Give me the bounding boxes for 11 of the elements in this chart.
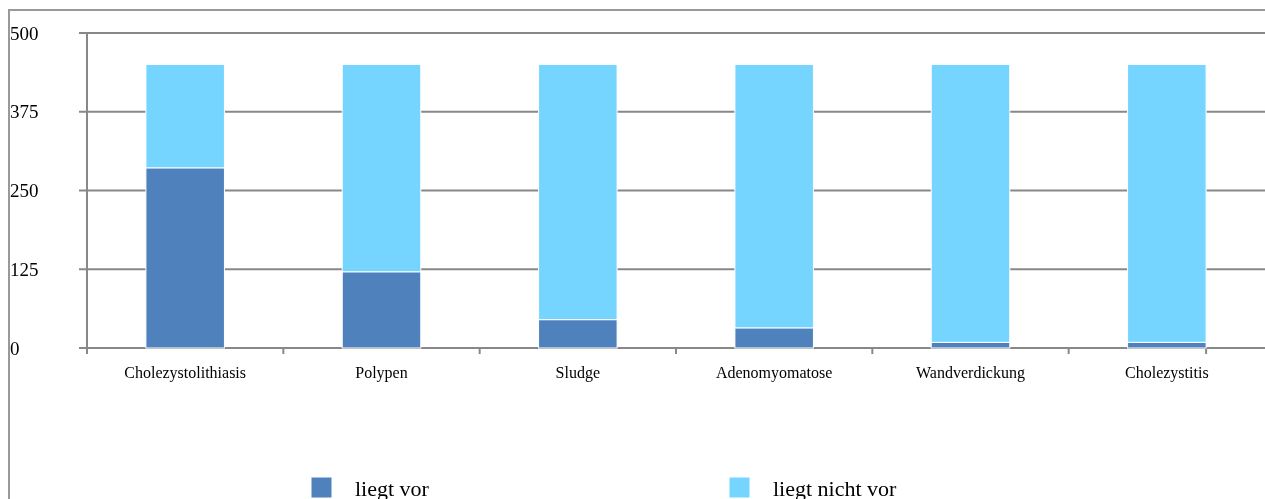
x-tick-label: Sludge — [555, 364, 601, 382]
x-tick-label: Cholezystolithiasis — [124, 364, 247, 382]
y-tick-label: 375 — [10, 101, 39, 123]
y-tick-label: 500 — [10, 22, 39, 44]
y-tick-label: 0 — [10, 337, 20, 359]
x-tick-label: Cholezystitis — [1125, 364, 1209, 382]
x-tick-label: Wandverdickung — [916, 364, 1025, 382]
y-tick-label: 125 — [10, 258, 39, 280]
x-tick-label: Adenomyomatose — [715, 364, 833, 382]
y-tick-label: 250 — [10, 180, 39, 202]
x-tick-label: Polypen — [355, 364, 408, 382]
